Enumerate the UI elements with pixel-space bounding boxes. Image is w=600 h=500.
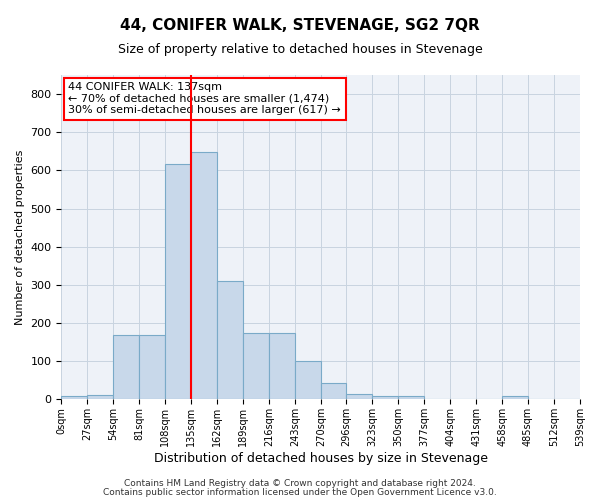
Text: Size of property relative to detached houses in Stevenage: Size of property relative to detached ho… bbox=[118, 42, 482, 56]
Bar bbox=[88, 395, 113, 400]
Text: 44 CONIFER WALK: 137sqm
← 70% of detached houses are smaller (1,474)
30% of semi: 44 CONIFER WALK: 137sqm ← 70% of detache… bbox=[68, 82, 341, 115]
Bar bbox=[139, 334, 166, 400]
Bar bbox=[502, 396, 528, 400]
Text: Contains HM Land Registry data © Crown copyright and database right 2024.: Contains HM Land Registry data © Crown c… bbox=[124, 478, 476, 488]
Text: 44, CONIFER WALK, STEVENAGE, SG2 7QR: 44, CONIFER WALK, STEVENAGE, SG2 7QR bbox=[120, 18, 480, 32]
Y-axis label: Number of detached properties: Number of detached properties bbox=[15, 150, 25, 325]
Bar bbox=[166, 164, 191, 400]
Bar bbox=[217, 281, 243, 400]
Bar bbox=[61, 396, 88, 400]
Bar bbox=[346, 394, 372, 400]
Bar bbox=[269, 332, 295, 400]
X-axis label: Distribution of detached houses by size in Stevenage: Distribution of detached houses by size … bbox=[154, 452, 488, 465]
Bar bbox=[398, 396, 424, 400]
Bar bbox=[191, 152, 217, 400]
Bar bbox=[113, 334, 139, 400]
Bar bbox=[295, 362, 321, 400]
Bar bbox=[321, 384, 346, 400]
Text: Contains public sector information licensed under the Open Government Licence v3: Contains public sector information licen… bbox=[103, 488, 497, 497]
Bar bbox=[243, 332, 269, 400]
Bar bbox=[372, 396, 398, 400]
